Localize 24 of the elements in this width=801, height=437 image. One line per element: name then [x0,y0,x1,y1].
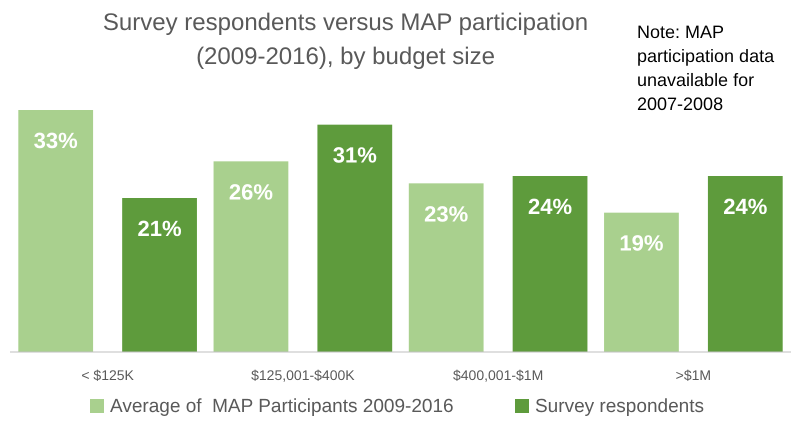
data-label: 24% [528,194,572,219]
data-label: 23% [424,201,468,226]
data-label: 19% [619,230,664,256]
bar [708,176,783,352]
data-label: 21% [138,216,182,241]
data-label: 33% [34,128,78,153]
data-label: 26% [228,179,273,204]
bar [512,176,588,352]
x-tick-label: >$1M [676,367,712,383]
bar [408,183,484,352]
x-tick-label: < $125K [81,367,135,383]
x-tick-label: $400,001-$1M [452,367,544,383]
bar [122,198,197,352]
x-tick-label: $125,001-$400K [251,367,356,383]
bar [214,161,288,352]
legend-label: Average of MAP Participants 2009-2016 [110,396,454,417]
annotation: Note: MAP participation data unavailable for 2007-2008 [637,22,776,114]
bar [18,110,94,352]
data-label: 31% [332,142,377,168]
chart-title: Survey respondents versus MAP participation (2009-2016), by budget size [102,9,588,70]
bar [317,124,392,352]
bar [604,212,679,352]
legend-label: Survey respondents [535,396,704,417]
data-label: 24% [723,194,768,219]
